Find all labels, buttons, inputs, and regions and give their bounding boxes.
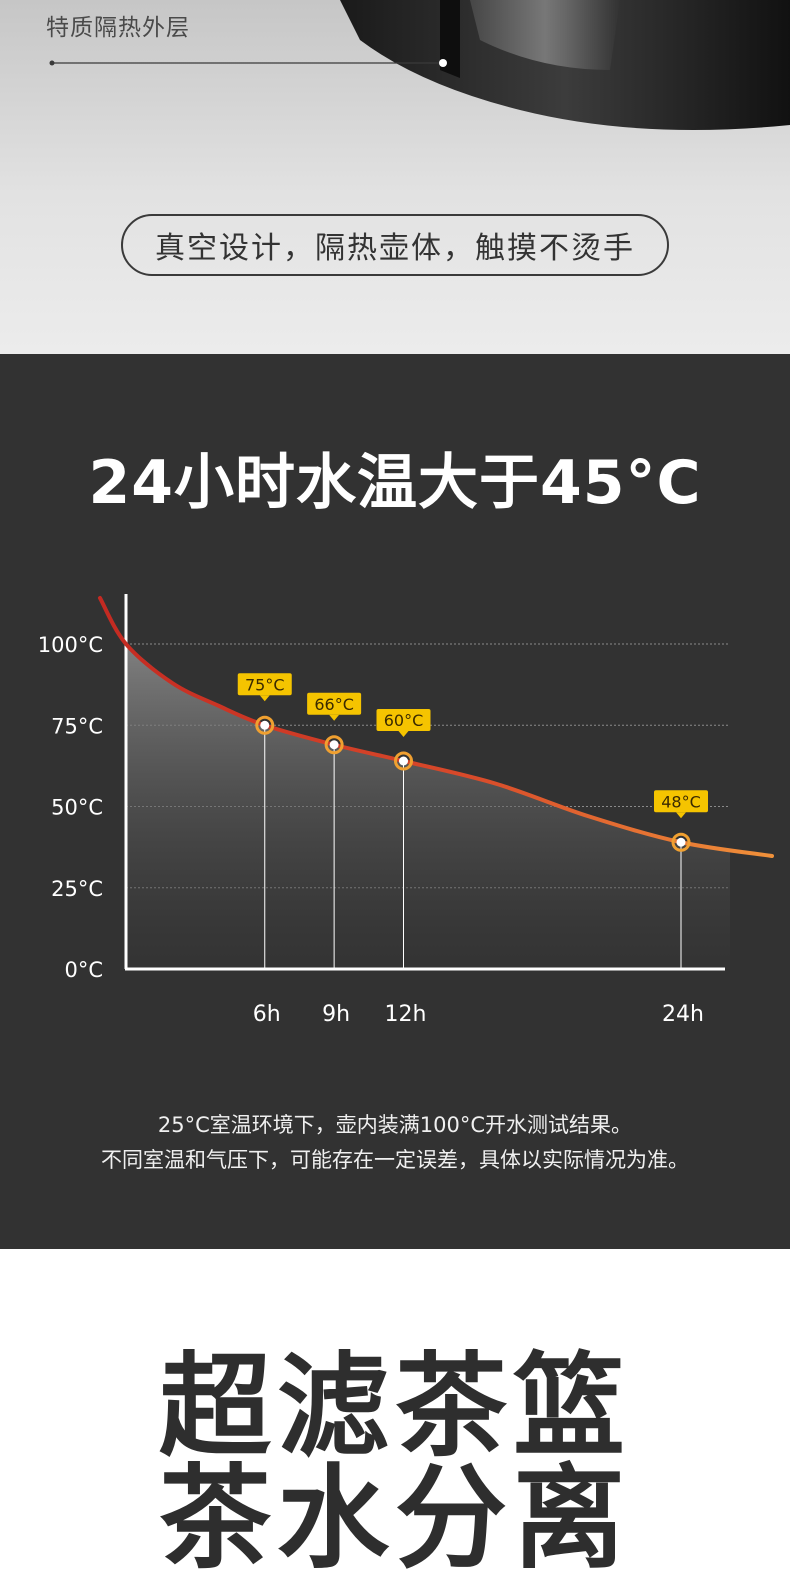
section-title-line1: 超滤茶篮 bbox=[159, 1342, 631, 1472]
data-label: 60°C bbox=[384, 711, 424, 730]
data-label-badge bbox=[307, 692, 362, 715]
x-tick-label: 6h bbox=[253, 1002, 281, 1027]
kettle-base-image bbox=[340, 0, 790, 130]
data-point-marker bbox=[671, 832, 691, 852]
test-note-line2: 不同室温和气压下，可能存在一定误差，具体以实际情况为准。 bbox=[101, 1148, 689, 1172]
data-point-dot bbox=[399, 756, 408, 766]
feature-label: 特质隔热外层 bbox=[46, 15, 190, 41]
data-label-badge bbox=[237, 673, 292, 696]
data-label-pointer bbox=[329, 714, 340, 721]
data-label: 48°C bbox=[661, 792, 701, 811]
temperature-curve bbox=[98, 596, 774, 858]
y-tick-label: 75°C bbox=[51, 714, 103, 738]
data-point-dot bbox=[260, 720, 270, 730]
y-tick-label: 100°C bbox=[38, 633, 103, 657]
data-point-marker bbox=[394, 751, 413, 771]
data-point-marker bbox=[255, 715, 275, 735]
temperature-chart: 75°C 66°C 60°C 48°C 0°C 25°C 50°C 75°C 100°C 6h 9… bbox=[38, 594, 774, 1027]
data-label-badge bbox=[654, 790, 708, 813]
y-tick-label: 25°C bbox=[51, 877, 103, 901]
data-label: 75°C bbox=[245, 675, 285, 694]
data-point-dot bbox=[329, 740, 339, 750]
x-tick-label: 12h bbox=[385, 1002, 427, 1027]
data-point-marker bbox=[324, 735, 344, 755]
curve-area-fill bbox=[126, 644, 730, 969]
data-label-badge bbox=[376, 709, 431, 731]
data-label-pointer bbox=[398, 731, 409, 737]
data-label-pointer bbox=[259, 695, 270, 702]
feature-pill: 真空设计，隔热壶体，触摸不烫手 bbox=[121, 214, 669, 276]
product-banner: 特质隔热外层 真空设计，隔热壶体，触摸不烫手 bbox=[0, 0, 790, 354]
temperature-section: 24小时水温大于45°C 75°C 66°C 60°C 48°C 0°C 25°C 50°… bbox=[0, 354, 790, 1249]
test-note-line1: 25°C室温环境下，壶内装满100°C开水测试结果。 bbox=[157, 1113, 633, 1137]
data-label: 66°C bbox=[314, 695, 354, 714]
x-tick-label: 9h bbox=[322, 1002, 350, 1027]
section-title-line2: 茶水分离 bbox=[159, 1454, 631, 1584]
data-point-dot bbox=[676, 837, 686, 847]
callout-line bbox=[49, 59, 447, 67]
y-tick-label: 50°C bbox=[51, 796, 103, 820]
chart-headline: 24小时水温大于45°C bbox=[88, 448, 702, 518]
y-tick-label: 0°C bbox=[64, 958, 103, 982]
tea-basket-section: 超滤茶篮 茶水分离 bbox=[0, 1249, 790, 1579]
x-tick-label: 24h bbox=[662, 1002, 704, 1027]
data-label-pointer bbox=[676, 812, 686, 819]
